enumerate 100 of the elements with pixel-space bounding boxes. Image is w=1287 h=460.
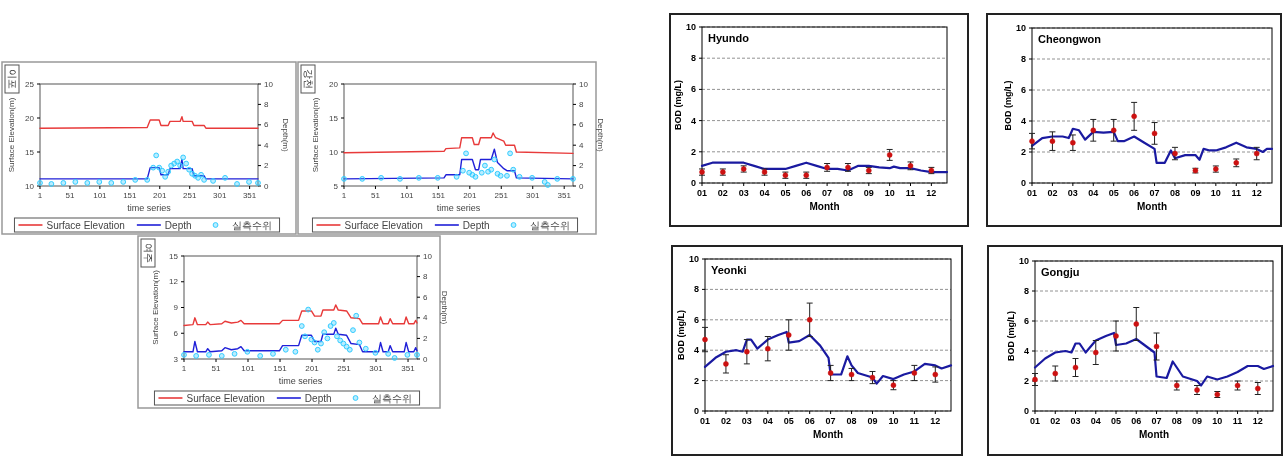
y2-tick-label: 10 xyxy=(579,79,589,89)
x-tick-label: 07 xyxy=(1149,188,1160,198)
y-tick-label: 2 xyxy=(1020,147,1026,157)
x-tick-label: 08 xyxy=(842,188,853,198)
x-tick-label: 301 xyxy=(526,191,540,200)
x-tick-label: 12 xyxy=(1251,188,1262,198)
x-tick-label: 06 xyxy=(804,416,815,426)
legend-label: Surface Elevation xyxy=(46,219,125,231)
x-tick-label: 07 xyxy=(1151,416,1162,426)
x-tick-label: 05 xyxy=(780,188,791,198)
x-axis-title: time series xyxy=(127,203,172,213)
x-tick-label: 08 xyxy=(846,416,857,426)
chart-title: Yeonki xyxy=(711,264,747,276)
x-axis-title: Month xyxy=(1139,429,1169,440)
x-tick-label: 08 xyxy=(1169,188,1180,198)
y-axis-title: Surface Elevation(m) xyxy=(311,97,320,173)
legend-label: Depth xyxy=(462,219,490,231)
y2-tick-label: 4 xyxy=(264,140,269,150)
y2-tick-label: 4 xyxy=(579,140,584,150)
x-tick-label: 01 xyxy=(696,188,708,198)
y-tick-label: 10 xyxy=(1018,256,1029,266)
y2-axis-title: Depth(m) xyxy=(281,118,290,152)
y-tick-label: 15 xyxy=(169,251,179,261)
legend-label: 실측수위 xyxy=(529,219,570,231)
y-tick-label: 4 xyxy=(690,115,696,126)
x-tick-label: 02 xyxy=(717,188,728,198)
y-tick-label: 20 xyxy=(329,79,339,89)
y-tick-label: 8 xyxy=(1020,54,1026,64)
y2-tick-label: 8 xyxy=(579,100,584,110)
x-tick-label: 151 xyxy=(431,191,446,200)
y-tick-label: 4 xyxy=(1020,116,1026,126)
y2-tick-label: 2 xyxy=(264,161,269,171)
x-tick-label: 06 xyxy=(1131,416,1142,426)
legend-label: Surface Elevation xyxy=(186,392,265,404)
x-tick-label: 11 xyxy=(1232,416,1243,426)
x-tick-label: 301 xyxy=(212,191,227,200)
x-tick-label: 201 xyxy=(153,191,167,200)
x-tick-label: 251 xyxy=(183,191,197,200)
y-tick-label: 2 xyxy=(690,146,696,157)
y-tick-label: 10 xyxy=(1015,23,1026,33)
y-tick-label: 9 xyxy=(173,303,179,313)
x-tick-label: 11 xyxy=(909,416,920,426)
y-axis-title: BOD (mg/L) xyxy=(1006,311,1016,361)
x-axis-title: Month xyxy=(813,429,843,440)
x-tick-label: 10 xyxy=(1212,416,1223,426)
x-tick-label: 11 xyxy=(1231,188,1242,198)
x-tick-label: 10 xyxy=(884,188,895,198)
y-tick-label: 8 xyxy=(1023,286,1029,296)
x-tick-label: 03 xyxy=(1067,188,1078,198)
y2-tick-label: 0 xyxy=(423,354,428,364)
x-axis-title: time series xyxy=(436,203,481,213)
x-tick-label: 101 xyxy=(400,191,415,200)
x-tick-label: 251 xyxy=(337,364,352,373)
legend-label: 실측수위 xyxy=(231,219,272,231)
x-tick-label: 301 xyxy=(369,364,384,373)
x-tick-label: 01 xyxy=(699,416,711,426)
y-tick-label: 6 xyxy=(693,314,699,325)
y-tick-label: 6 xyxy=(173,328,179,338)
chart-title: 여주 xyxy=(142,243,154,263)
y2-axis-title: Depth(m) xyxy=(440,290,449,325)
x-tick-label: 101 xyxy=(241,364,256,373)
y-tick-label: 10 xyxy=(329,147,339,157)
y-tick-label: 15 xyxy=(25,147,35,157)
x-tick-label: 11 xyxy=(905,188,916,198)
y-tick-label: 0 xyxy=(1020,178,1026,188)
y-axis-title: Surface Elevation(m) xyxy=(7,97,16,173)
x-tick-label: 04 xyxy=(759,188,770,198)
x-tick-label: 12 xyxy=(930,416,941,426)
x-axis-title: time series xyxy=(278,376,323,386)
x-tick-label: 151 xyxy=(123,191,138,200)
x-tick-label: 09 xyxy=(863,188,874,198)
y2-tick-label: 6 xyxy=(264,120,269,130)
y2-tick-label: 10 xyxy=(264,79,274,89)
y2-axis-title: Depth(m) xyxy=(596,118,605,152)
chart-title: Gongju xyxy=(1041,266,1080,278)
x-tick-label: 51 xyxy=(211,364,221,373)
x-tick-label: 09 xyxy=(1192,416,1203,426)
x-tick-label: 351 xyxy=(557,191,572,200)
y-tick-label: 12 xyxy=(169,277,179,287)
y-tick-label: 6 xyxy=(1023,316,1029,326)
x-axis-title: Month xyxy=(1137,201,1167,212)
legend-label: 실측수위 xyxy=(371,392,412,404)
chart-title: 강천 xyxy=(302,69,314,89)
y-tick-label: 2 xyxy=(693,375,699,386)
x-tick-label: 151 xyxy=(273,364,288,373)
y-tick-label: 0 xyxy=(1023,406,1029,416)
y2-tick-label: 10 xyxy=(423,251,433,261)
x-tick-label: 02 xyxy=(1047,188,1058,198)
x-tick-label: 201 xyxy=(305,364,320,373)
x-tick-label: 351 xyxy=(242,191,257,200)
x-tick-label: 10 xyxy=(888,416,899,426)
y2-tick-label: 0 xyxy=(579,181,584,191)
x-tick-label: 05 xyxy=(1108,188,1119,198)
y-axis-title: BOD (mg/L) xyxy=(1003,80,1013,131)
chart-title: Hyundo xyxy=(708,32,750,44)
x-axis-title: Month xyxy=(809,201,840,212)
y-tick-label: 10 xyxy=(688,254,699,264)
x-tick-label: 06 xyxy=(801,188,812,198)
y-axis-title: BOD (mg/L) xyxy=(676,310,686,360)
x-tick-label: 04 xyxy=(762,416,773,426)
